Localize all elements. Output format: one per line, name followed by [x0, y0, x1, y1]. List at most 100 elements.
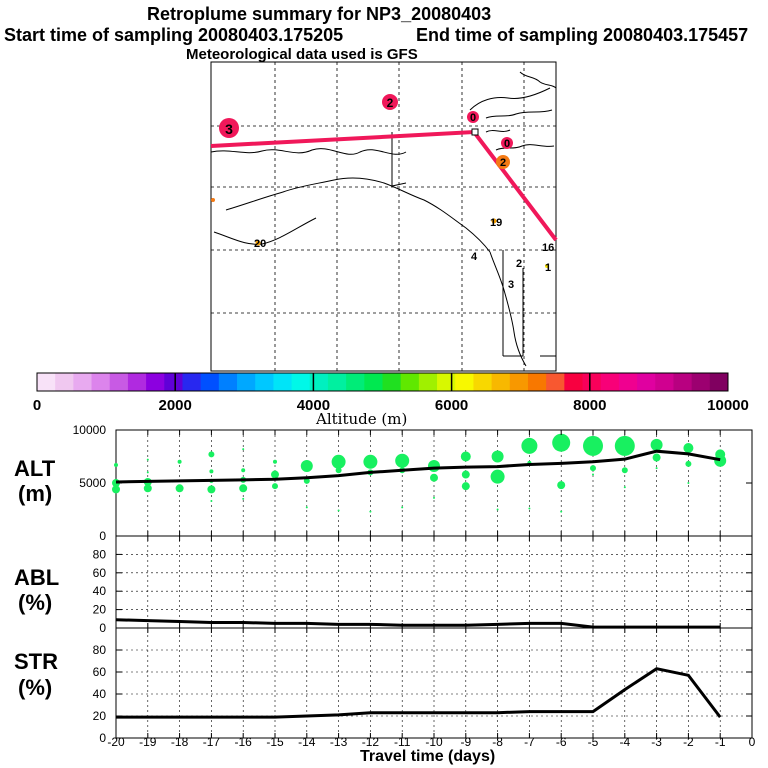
altitude-dot	[337, 509, 340, 512]
altitude-dot	[331, 454, 346, 469]
colorbar-cell	[655, 373, 674, 391]
altitude-dot	[583, 435, 603, 456]
altitude-dot	[112, 485, 120, 494]
x-tick-label: -16	[235, 735, 253, 749]
altitude-dot	[557, 481, 566, 490]
colorbar-cell	[546, 373, 565, 391]
x-tick-label: -11	[394, 735, 411, 749]
x-tick-label: -7	[524, 735, 535, 749]
colorbar-cell	[291, 373, 311, 391]
colorbar-cell	[55, 373, 74, 391]
altitude-dot	[207, 485, 216, 494]
colorbar-cell	[364, 373, 383, 391]
altitude-dot	[242, 497, 245, 500]
series-line-str	[116, 667, 722, 719]
colorbar-cell	[509, 373, 529, 391]
x-tick-label: -2	[683, 735, 694, 749]
altitude-dot	[272, 483, 278, 490]
x-tick-label: -1	[715, 735, 726, 749]
altitude-dot	[428, 460, 440, 473]
x-tick-label: 0	[749, 735, 756, 749]
colorbar-tick-label: 4000	[297, 397, 330, 414]
day-label: 19	[490, 217, 502, 229]
altitude-dot	[146, 471, 149, 474]
altitude-dot	[114, 462, 118, 467]
y-tick-label: 80	[93, 547, 107, 561]
met-data-label: Meteorological data used is GFS	[186, 46, 418, 63]
altitude-dot	[335, 467, 342, 474]
plume-marker	[219, 118, 239, 138]
colorbar-cell	[473, 373, 493, 391]
plume-marker-label: 2	[387, 96, 394, 110]
altitude-dot	[685, 460, 692, 467]
altitude-dot	[714, 454, 727, 467]
altitude-dot	[521, 437, 538, 454]
x-tick-label: -18	[171, 735, 189, 749]
plume-marker	[496, 155, 510, 169]
colorbar-cell	[673, 373, 693, 391]
colorbar-cell	[418, 373, 438, 391]
plume-marker-label: 3	[225, 121, 233, 137]
day-label: 4	[471, 251, 478, 263]
day-label: 20	[254, 238, 266, 250]
plume-marker-label: 0	[504, 138, 510, 150]
colorbar-cell	[73, 373, 93, 391]
altitude-dot	[490, 469, 505, 484]
altitude-dot	[590, 465, 596, 472]
altitude-dot	[496, 508, 499, 511]
x-tick-label: -20	[107, 735, 125, 749]
day-marker-dot	[255, 240, 261, 246]
colorbar-cell	[564, 373, 584, 391]
y-tick-label: 60	[93, 566, 107, 580]
colorbar-cell	[491, 373, 511, 391]
altitude-dot	[146, 458, 149, 461]
colorbar-tick-label: 8000	[573, 397, 606, 414]
colorbar-cell	[237, 373, 256, 391]
colorbar-cell	[582, 373, 602, 391]
altitude-dot	[430, 473, 438, 482]
day-marker-dot	[491, 218, 497, 224]
y-tick-label: 60	[93, 665, 107, 679]
day-label: 16	[542, 242, 554, 254]
altitude-dot	[363, 454, 378, 469]
altitude-dot	[652, 453, 661, 462]
colorbar-tick-label: 10000	[707, 397, 749, 414]
colorbar-cell	[255, 373, 274, 391]
plume-marker	[467, 111, 479, 123]
altitude-dot	[175, 484, 184, 493]
y-tick-label: 0	[99, 621, 106, 635]
altitude-dot	[208, 451, 215, 458]
x-tick-label: -10	[425, 735, 443, 749]
str-panel-label-bottom: (%)	[18, 675, 53, 700]
alt-panel-label-bottom: (m)	[18, 481, 53, 506]
altitude-dot	[242, 448, 245, 451]
x-axis-label: Travel time (days)	[360, 748, 496, 765]
altitude-dot	[460, 451, 471, 462]
colorbar-cell	[200, 373, 220, 391]
x-tick-label: -12	[362, 735, 380, 749]
plume-marker	[382, 94, 398, 110]
day-marker-dot	[545, 264, 549, 268]
altitude-dot	[241, 468, 246, 473]
colorbar-cell	[455, 373, 474, 391]
trajectory-path	[210, 129, 558, 242]
altitude-dot	[401, 506, 404, 509]
x-tick-label: -5	[588, 735, 599, 749]
y-tick-label: 80	[93, 643, 107, 657]
altitude-dot	[303, 477, 310, 484]
colorbar-label: Altitude (m)	[316, 410, 408, 428]
x-tick-label: -13	[330, 735, 348, 749]
release-point-marker	[471, 128, 479, 136]
map-frame	[210, 61, 557, 372]
altitude-dot	[239, 484, 248, 493]
alt-panel-label-top: ALT	[14, 456, 56, 481]
x-tick-label: -9	[460, 735, 471, 749]
y-tick-label: 20	[93, 603, 107, 617]
plume-marker	[501, 137, 513, 149]
colorbar-cell	[91, 373, 111, 391]
colorbar-cell	[400, 373, 420, 391]
altitude-dot	[369, 510, 372, 513]
colorbar-cell	[382, 373, 402, 391]
